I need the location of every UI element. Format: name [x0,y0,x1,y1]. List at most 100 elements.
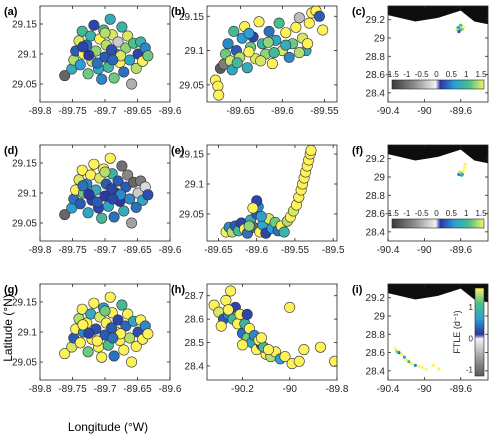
data-point [314,341,326,353]
data-point [313,10,325,22]
colorbar-tick-label: -0.5 [415,70,429,79]
colorbar-tick-label: 0.5 [446,70,458,79]
data-point [99,305,111,317]
data-point [273,17,285,29]
y-tick-label: 29.15 [179,150,204,161]
x-tick-label: -89.7 [94,245,117,256]
data-point [262,36,274,48]
x-tick-label: -89.8 [29,384,52,395]
data-point [122,30,134,42]
y-tick-label: 28.5 [185,338,205,349]
y-tick-label: 29.15 [12,298,37,309]
data-point [112,175,124,187]
data-point [82,68,94,80]
data-point [293,355,305,367]
data-point [107,193,119,205]
x-tick-label: -90.4 [377,245,400,256]
x-tick-label: -89.8 [29,245,52,256]
data-point [76,164,88,176]
y-tick-label: 28.6 [366,348,386,359]
colorbar-tick-label: 1 [464,70,469,79]
data-point [431,363,436,367]
x-tick-label: -89.6 [159,384,182,395]
data-point [243,220,255,232]
data-point [303,17,315,29]
data-point [402,355,406,359]
plot-content [59,13,154,90]
x-tick-label: -89.75 [58,106,87,117]
x-tick-label: -90 [417,384,432,395]
data-point [91,196,103,208]
data-point [83,49,95,61]
data-point [268,47,280,59]
data-point [122,169,134,181]
data-point [241,62,253,74]
data-point [76,25,88,37]
plot-content [209,6,329,101]
y-tick-label: 29 [374,312,386,323]
colorbar-label: FTLE (d⁻¹) [452,310,462,353]
data-point [237,339,249,351]
data-point [108,211,120,223]
axes-box [206,283,338,381]
data-point [118,205,130,217]
panel-label: (e) [171,145,185,157]
data-point [130,62,142,74]
panel-h: -90.2 -90 -89.8 28.4 28.5 28.6 28.7(h) [171,283,349,395]
data-point [459,23,463,27]
data-point [77,180,89,192]
data-point [410,361,414,366]
y-tick-label: 28.6 [185,315,205,326]
colorbar-tick-label: -1 [403,70,411,79]
x-tick-label: -90.4 [377,106,400,117]
x-tick-label: -89.6 [449,245,472,256]
data-point [116,160,128,172]
data-point [253,16,265,28]
colorbar [391,79,485,90]
data-point [278,226,290,238]
data-point [74,337,86,349]
data-point [124,193,136,205]
colorbar-tick-label: -1.5 [385,209,399,218]
data-point [437,367,441,371]
y-tick-label: 28.8 [366,52,386,63]
y-tick-label: 29.15 [12,20,37,31]
panel-label: (c) [352,6,366,18]
data-point [104,152,116,164]
panel-label: (b) [171,6,185,18]
y-tick-label: 29.1 [18,50,38,61]
x-tick-label: -89.65 [123,245,152,256]
y-tick-label: 29.05 [12,80,37,91]
y-tick-label: 29.1 [18,189,38,200]
data-point [118,344,130,356]
data-point [222,304,234,316]
data-point [74,59,86,71]
data-point [305,145,317,156]
colorbar-tick-label: 0 [469,334,474,343]
axes-box [387,144,489,242]
data-point [124,54,136,66]
data-point [279,351,291,363]
x-tick-label: -89.65 [123,106,152,117]
land-mass [388,145,488,164]
y-tick-label: 28.8 [366,191,386,202]
data-point [461,25,466,29]
plot-content [59,152,154,229]
data-point [99,166,111,178]
data-point [298,344,310,356]
x-tick-label: -89.6 [159,245,182,256]
data-point [283,51,295,63]
panel-label: (a) [4,6,18,18]
data-point [118,66,130,78]
panel-g: -89.8 -89.75 -89.7 -89.65 -89.6 29.05 29.1 29.1… [4,283,182,395]
data-point [112,36,124,48]
data-point [262,344,274,356]
y-tick-label: 29.05 [12,358,37,369]
data-point [122,308,134,320]
x-tick-label: -89.8 [326,384,349,395]
colorbar-tick-label: 1.5 [475,70,487,79]
x-tick-label: -89.6 [449,384,472,395]
data-point [74,198,86,210]
plot-content [388,145,488,177]
colorbar-tick-label: 1.5 [475,209,487,218]
